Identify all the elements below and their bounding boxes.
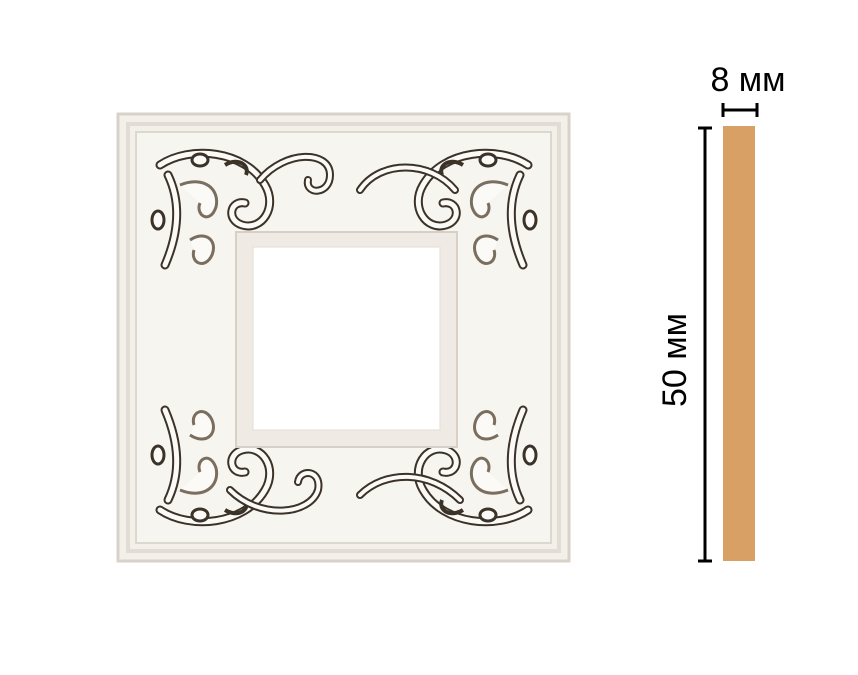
thickness-label: 8 мм xyxy=(710,61,785,99)
height-label: 50 мм xyxy=(656,313,694,407)
ornament-bottom-center-icon xyxy=(226,469,464,515)
ornamental-frame-panel xyxy=(116,112,571,563)
frame-opening xyxy=(252,246,441,431)
frame-border-inner xyxy=(126,122,561,553)
side-profile-bar xyxy=(723,126,755,561)
thickness-dimension: 8 мм xyxy=(710,61,786,117)
height-dimension: 50 мм xyxy=(656,126,712,563)
ornament-top-center-icon xyxy=(256,152,459,195)
